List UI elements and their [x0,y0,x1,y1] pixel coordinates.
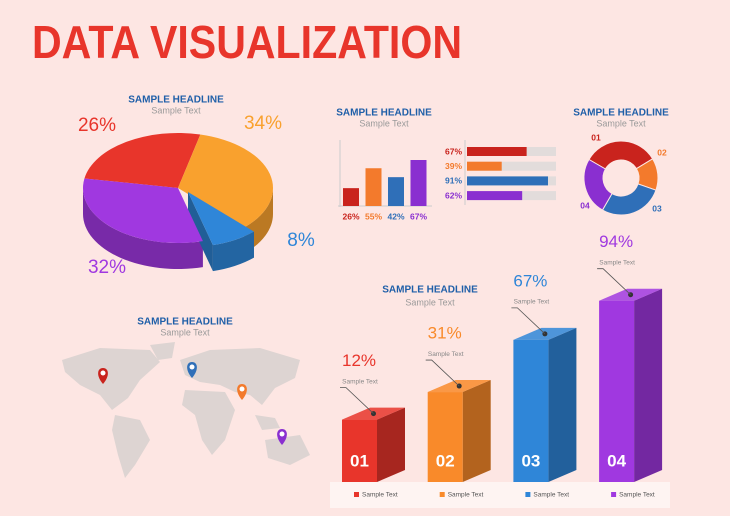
value-label: 26% [78,115,116,136]
annotation: Sample Text [342,378,378,385]
category-label: 03 [521,451,540,470]
subtitle: Sample Text [151,105,201,115]
bar [467,176,548,186]
category-label: 04 [607,451,626,470]
bar-side [634,288,663,482]
bar-front [599,300,635,482]
legend-label: Sample Text [619,492,655,499]
bar-track [467,161,556,171]
leader-line [597,268,631,295]
headline: SAMPLE HEADLINE [128,95,224,106]
pie-slice [82,178,203,243]
subtitle: Sample Text [160,327,210,337]
pie-slice [188,192,254,246]
bar-front [513,339,549,482]
legend-swatch [525,492,531,497]
headline: SAMPLE HEADLINE [382,285,478,296]
pie-slice [84,132,201,188]
annotation: Sample Text [599,259,635,266]
pie-slice [178,134,273,228]
value-label: 39% [445,161,462,171]
page-title: DATA VISUALIZATION [32,16,462,68]
category-label: 04 [580,200,590,210]
pie-slice-edge [188,192,213,272]
value-label: 94% [599,232,633,251]
bar [388,177,404,206]
map-pins [98,362,287,445]
bar-front [427,392,463,482]
value-label: 67% [445,146,462,156]
pie-slice-side [212,231,254,272]
value-label: 34% [244,113,282,134]
value-label: 55% [365,211,382,221]
value-label: 8% [287,230,315,251]
subtitle: Sample Text [596,118,646,128]
category-label: 02 [436,451,455,470]
value-label: 31% [428,324,462,343]
bar-front [342,419,377,482]
bar [467,161,502,171]
bar [467,147,527,156]
category-label: 02 [657,147,667,157]
legend-swatch [439,492,445,497]
donut-slice [588,140,654,170]
bar [343,188,359,206]
leader-line [425,359,460,387]
bar-side [462,380,491,482]
legend-label: Sample Text [533,492,569,499]
legend-swatch [611,492,617,497]
category-label: 03 [652,203,662,213]
value-label: 32% [88,257,126,278]
value-label: 67% [410,211,427,221]
subtitle: Sample Text [405,297,455,307]
value-label: 91% [445,176,462,186]
value-label: 12% [342,351,376,370]
headline: SAMPLE HEADLINE [336,108,432,119]
value-label: 26% [342,211,359,221]
annotation: Sample Text [514,299,550,306]
bar [365,168,382,206]
legend-label: Sample Text [448,492,484,499]
value-label: 42% [387,211,404,221]
legend-swatch [354,492,359,497]
bar-side [548,327,577,482]
category-label: 01 [591,132,601,142]
headline: SAMPLE HEADLINE [137,317,233,328]
annotation: Sample Text [428,351,464,358]
value-label: 62% [445,190,462,200]
bar [467,191,523,201]
headline: SAMPLE HEADLINE [573,108,669,119]
legend-label: Sample Text [362,492,398,499]
value-label: 67% [513,271,547,290]
pie-slice-side [83,188,203,269]
world-map [62,342,310,478]
bar [410,160,427,206]
leader-line [511,307,546,335]
leader-line [340,387,374,414]
subtitle: Sample Text [359,118,409,128]
donut-slice [583,158,613,211]
category-label: 01 [350,451,369,470]
bar-side [377,407,405,482]
